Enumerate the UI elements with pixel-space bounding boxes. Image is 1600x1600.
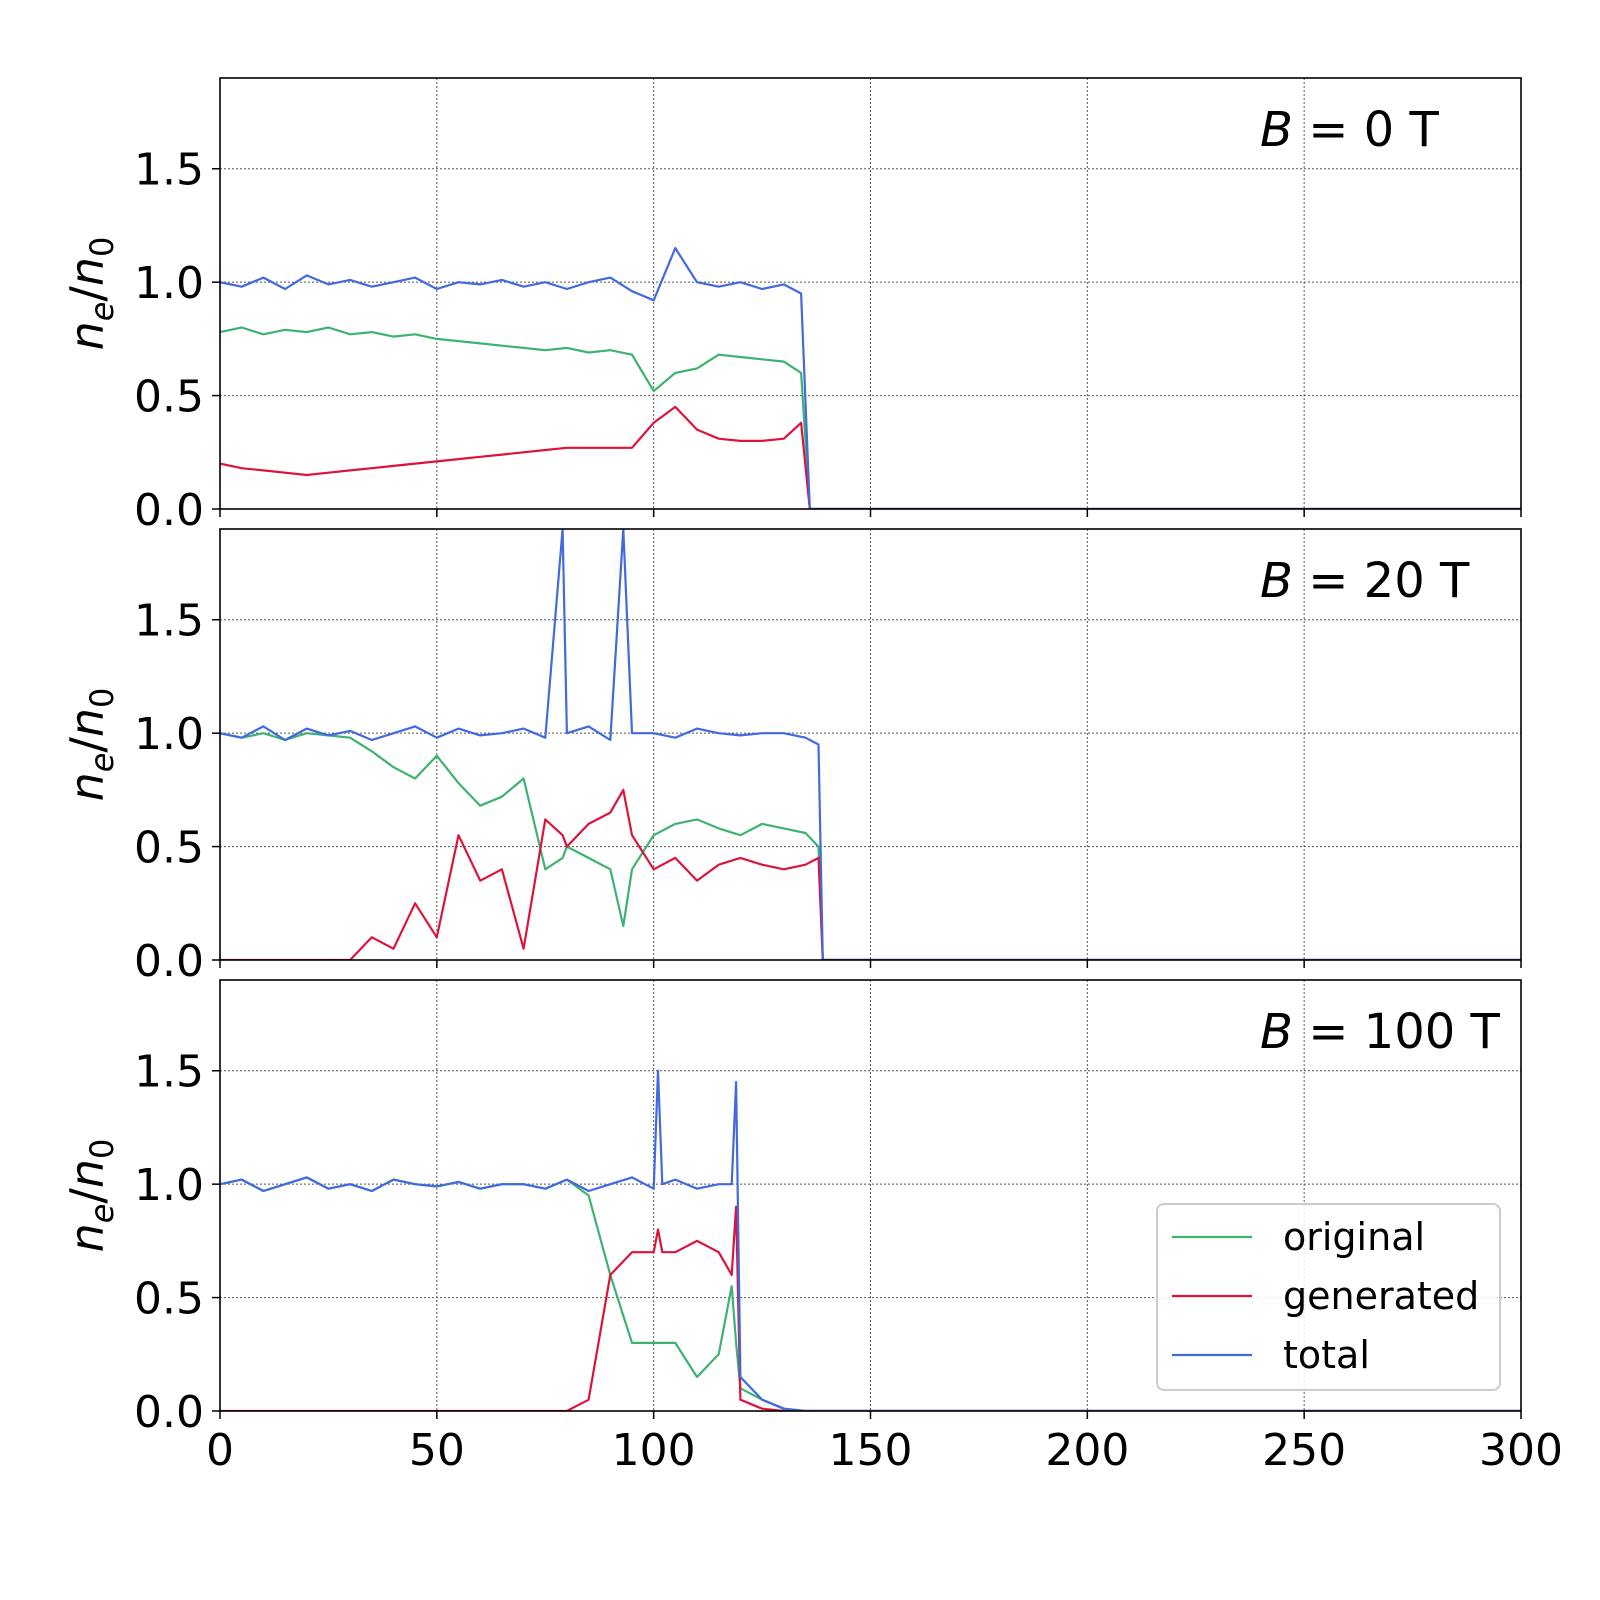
x-tick-label: 300 <box>1479 1425 1563 1476</box>
y-tick-label: 0.0 <box>134 1387 204 1438</box>
series-line-generated <box>220 1205 1521 1411</box>
series-line-total <box>220 529 1521 960</box>
y-tick-label: 1.0 <box>134 709 204 760</box>
panel-title: B = 0 T <box>1260 102 1439 158</box>
series-line-original <box>220 732 1521 960</box>
panel-1: 0.00.51.01.5ne/n0B = 20 T <box>60 528 1522 987</box>
series-line-total <box>220 1069 1521 1411</box>
y-label-sub-0: 0 <box>83 237 121 257</box>
series-line-generated <box>220 405 1521 509</box>
series-line-original <box>220 326 1521 509</box>
y-tick-label: 0.5 <box>134 372 204 423</box>
x-tick-label: 50 <box>409 1425 465 1476</box>
y-label-sub-e: e <box>83 1204 121 1224</box>
panel-title-var: B <box>1260 553 1293 609</box>
series-line-generated <box>220 788 1521 960</box>
y-tick-label: 0.0 <box>134 485 204 536</box>
series-group <box>220 1069 1521 1411</box>
y-tick-label: 0.0 <box>134 936 204 987</box>
legend-label-original: original <box>1283 1215 1425 1259</box>
x-tick-label: 100 <box>612 1425 696 1476</box>
axes-frame <box>219 528 1522 961</box>
y-label-sub-e: e <box>83 753 121 773</box>
y-tick-label: 1.5 <box>134 596 204 647</box>
legend-box <box>1156 1203 1501 1391</box>
y-tick-label: 0.5 <box>134 1274 204 1325</box>
panel-title-var: B <box>1260 102 1293 158</box>
x-tick-label: 250 <box>1262 1425 1346 1476</box>
y-tick-label: 1.0 <box>134 258 204 309</box>
panel-title: B = 20 T <box>1260 553 1470 609</box>
axes-frame <box>219 979 1522 1412</box>
y-label-sub-0: 0 <box>83 1139 121 1159</box>
y-axis-label: ne/n0 <box>60 237 121 351</box>
y-label-n: n <box>60 257 114 286</box>
panel-title-var: B <box>1260 1004 1293 1060</box>
y-tick-label: 1.5 <box>134 145 204 196</box>
y-label-slash: / <box>60 286 114 302</box>
y-tick-label: 1.5 <box>134 1047 204 1098</box>
legend: original generated total <box>1156 1203 1501 1391</box>
y-label-sub-0: 0 <box>83 688 121 708</box>
y-label-slash: / <box>60 737 114 753</box>
x-tick-label: 0 <box>206 1425 234 1476</box>
panel-title: B = 100 T <box>1260 1004 1501 1060</box>
y-label-n: n <box>60 708 114 737</box>
y-axis-label: ne/n0 <box>60 688 121 802</box>
y-tick-label: 0.5 <box>134 823 204 874</box>
panel-title-rest: = 100 T <box>1293 1004 1501 1060</box>
legend-label-total: total <box>1283 1333 1370 1377</box>
series-line-total <box>220 247 1521 509</box>
x-tick-label: 150 <box>829 1425 913 1476</box>
y-label-n: n <box>60 1159 114 1188</box>
panel-0: 0.00.51.01.5ne/n0B = 0 T <box>60 77 1522 536</box>
series-group <box>220 247 1521 509</box>
y-axis-label: ne/n0 <box>60 1139 121 1253</box>
axes-frame <box>219 77 1522 510</box>
panel-title-rest: = 0 T <box>1293 102 1440 158</box>
y-label-sub-e: e <box>83 302 121 322</box>
y-label-slash: / <box>60 1188 114 1204</box>
x-tick-label: 200 <box>1045 1425 1129 1476</box>
y-label-n: n <box>60 772 114 801</box>
y-label-n: n <box>60 321 114 350</box>
panel-title-rest: = 20 T <box>1293 553 1470 609</box>
series-group <box>220 529 1521 960</box>
legend-label-generated: generated <box>1283 1274 1479 1318</box>
y-tick-label: 1.0 <box>134 1160 204 1211</box>
y-label-n: n <box>60 1223 114 1252</box>
